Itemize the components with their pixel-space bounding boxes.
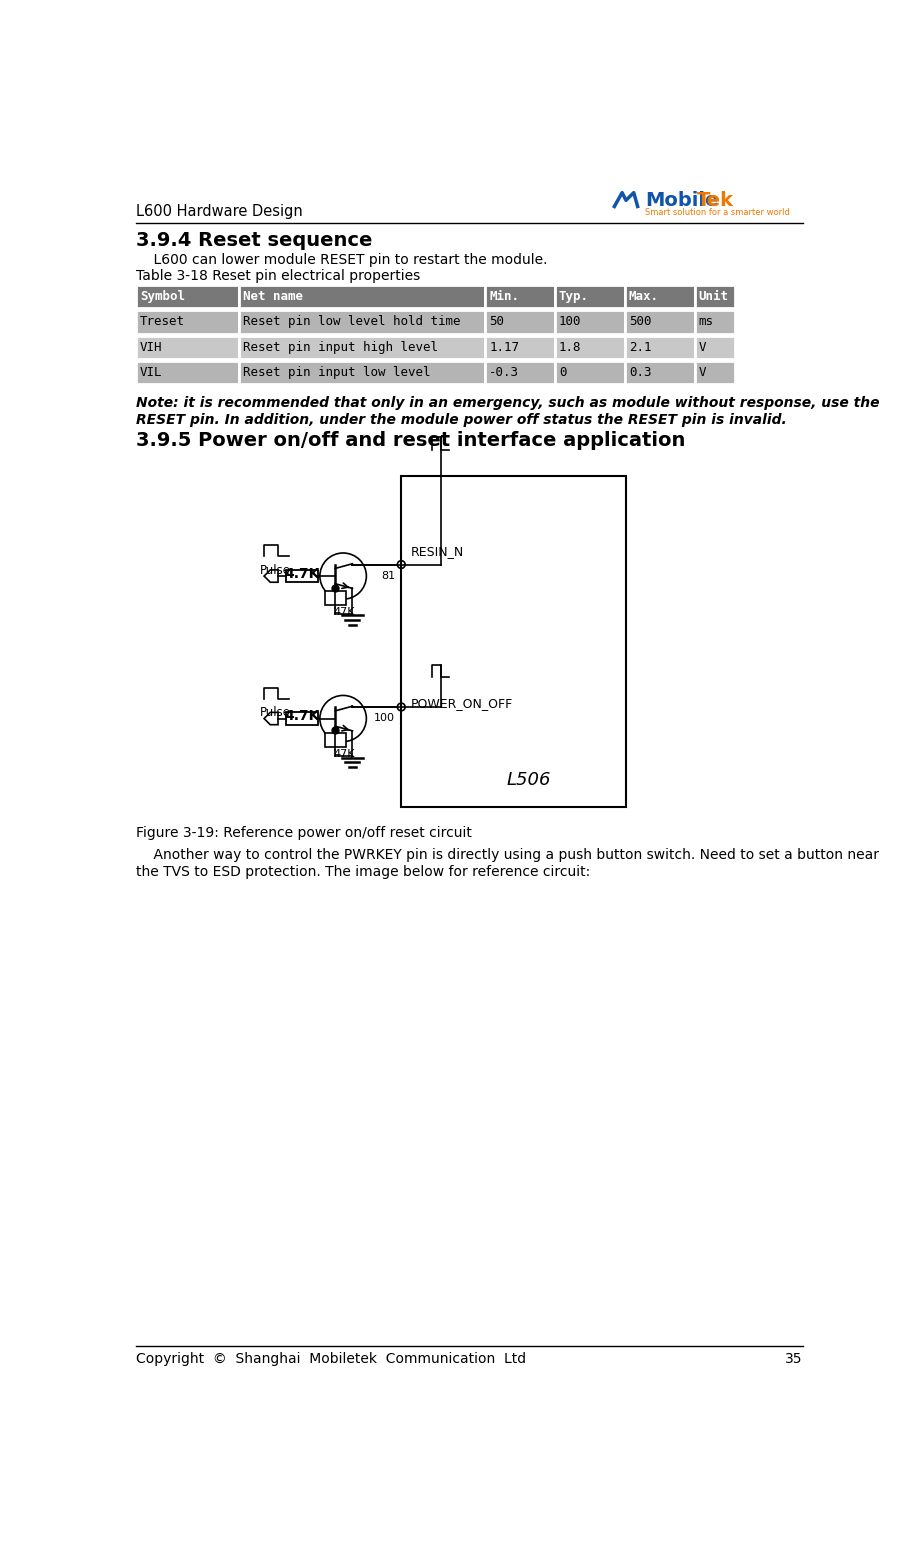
Text: 35: 35 <box>785 1351 802 1367</box>
Bar <box>136 310 239 333</box>
Bar <box>286 712 319 724</box>
Bar <box>136 336 239 359</box>
Text: Mobile: Mobile <box>646 191 719 210</box>
Text: POWER_ON_OFF: POWER_ON_OFF <box>410 697 513 709</box>
Bar <box>694 285 735 308</box>
Text: Another way to control the PWRKEY pin is directly using a push button switch. Ne: Another way to control the PWRKEY pin is… <box>136 848 879 861</box>
Text: Reset pin input low level: Reset pin input low level <box>243 367 431 379</box>
Text: Reset pin input high level: Reset pin input high level <box>243 341 438 354</box>
Bar <box>555 336 625 359</box>
Text: Note: it is recommended that only in an emergency, such as module without respon: Note: it is recommended that only in an … <box>136 396 879 410</box>
Text: 47K: 47K <box>333 749 355 760</box>
Bar <box>694 310 735 333</box>
Bar <box>485 361 555 384</box>
Text: ms: ms <box>699 316 714 328</box>
Text: 100: 100 <box>374 713 395 723</box>
Bar <box>136 361 239 384</box>
Bar <box>694 336 735 359</box>
Text: VIH: VIH <box>140 341 162 354</box>
Text: 3.9.5 Power on/off and reset interface application: 3.9.5 Power on/off and reset interface a… <box>136 431 685 450</box>
Bar <box>625 361 694 384</box>
Bar <box>239 361 485 384</box>
Text: the TVS to ESD protection. The image below for reference circuit:: the TVS to ESD protection. The image bel… <box>136 865 591 878</box>
Text: VIL: VIL <box>140 367 162 379</box>
Text: Treset: Treset <box>140 316 185 328</box>
Text: Pulse: Pulse <box>259 706 290 720</box>
Polygon shape <box>264 712 278 724</box>
Bar <box>239 310 485 333</box>
Text: Symbol: Symbol <box>140 290 185 304</box>
Text: 1.17: 1.17 <box>489 341 519 354</box>
Text: V: V <box>699 367 706 379</box>
Bar <box>136 285 239 308</box>
Text: 47K: 47K <box>333 607 355 616</box>
Text: 100: 100 <box>559 316 582 328</box>
Text: L600 can lower module RESET pin to restart the module.: L600 can lower module RESET pin to resta… <box>136 253 548 268</box>
Text: 4.7K: 4.7K <box>284 709 320 723</box>
Text: -0.3: -0.3 <box>489 367 519 379</box>
Text: 1.8: 1.8 <box>559 341 582 354</box>
Text: 4.7K: 4.7K <box>284 567 320 581</box>
Text: RESIN_N: RESIN_N <box>410 546 463 558</box>
Bar <box>625 285 694 308</box>
Text: L506: L506 <box>507 770 551 789</box>
Text: L600 Hardware Design: L600 Hardware Design <box>136 205 303 219</box>
Bar <box>485 336 555 359</box>
Text: V: V <box>699 341 706 354</box>
Text: 3.9.4 Reset sequence: 3.9.4 Reset sequence <box>136 231 373 250</box>
Text: Smart solution for a smarter world: Smart solution for a smarter world <box>646 208 791 217</box>
Bar <box>324 734 346 747</box>
Text: Tek: Tek <box>697 191 735 210</box>
Text: Reset pin low level hold time: Reset pin low level hold time <box>243 316 461 328</box>
Bar <box>625 310 694 333</box>
Text: Copyright  ©  Shanghai  Mobiletek  Communication  Ltd: Copyright © Shanghai Mobiletek Communica… <box>136 1351 527 1367</box>
Bar <box>286 570 319 582</box>
Text: 0: 0 <box>559 367 566 379</box>
Text: 81: 81 <box>381 570 395 581</box>
Text: Max.: Max. <box>628 290 659 304</box>
Bar <box>555 285 625 308</box>
Text: 2.1: 2.1 <box>628 341 651 354</box>
Text: Typ.: Typ. <box>559 290 589 304</box>
Text: Table 3-18 Reset pin electrical properties: Table 3-18 Reset pin electrical properti… <box>136 268 420 284</box>
Text: 0.3: 0.3 <box>628 367 651 379</box>
Bar <box>485 285 555 308</box>
Text: 50: 50 <box>489 316 504 328</box>
Polygon shape <box>264 570 278 582</box>
Text: 500: 500 <box>628 316 651 328</box>
Bar <box>555 361 625 384</box>
Text: RESET pin. In addition, under the module power off status the RESET pin is inval: RESET pin. In addition, under the module… <box>136 413 787 427</box>
Bar <box>239 285 485 308</box>
Text: Unit: Unit <box>699 290 728 304</box>
Bar <box>694 361 735 384</box>
Bar <box>485 310 555 333</box>
Text: Net name: Net name <box>243 290 303 304</box>
Text: Min.: Min. <box>489 290 519 304</box>
Bar <box>625 336 694 359</box>
Bar <box>555 310 625 333</box>
Bar <box>401 476 626 807</box>
Bar <box>324 590 346 604</box>
Text: Figure 3-19: Reference power on/off reset circuit: Figure 3-19: Reference power on/off rese… <box>136 826 472 840</box>
Text: Pulse: Pulse <box>259 564 290 576</box>
Bar <box>239 336 485 359</box>
